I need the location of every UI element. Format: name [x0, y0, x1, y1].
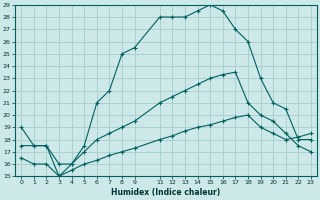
- X-axis label: Humidex (Indice chaleur): Humidex (Indice chaleur): [111, 188, 221, 197]
